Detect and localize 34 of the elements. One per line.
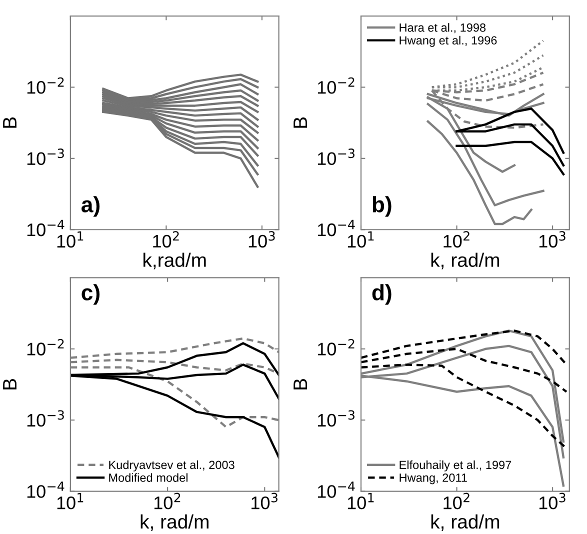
legend-label: Elfouhaily et al., 1997 xyxy=(400,460,512,472)
legend-label: Hara et al., 1998 xyxy=(400,23,486,34)
x-tick-label: 10$^{3}$ xyxy=(252,492,278,510)
x-axis-title: k, rad/m xyxy=(140,514,208,531)
y-tick-label: 10$^{−3}$ xyxy=(318,410,354,427)
legend-label: Modified model xyxy=(109,473,188,482)
x-axis-title: k,rad/m xyxy=(144,252,206,270)
x-axis-title: k, rad/m xyxy=(431,514,500,531)
x-tick-label: 10$^{2}$ xyxy=(154,492,180,510)
x-tick-label: 10$^{2}$ xyxy=(444,231,470,248)
y-axis-title: B xyxy=(3,379,16,390)
y-tick-label: 10$^{−3}$ xyxy=(318,148,354,165)
x-axis-title: k, rad/m xyxy=(431,252,500,270)
y-tick-label: 10$^{−2}$ xyxy=(27,77,64,94)
y-tick-label: 10$^{−3}$ xyxy=(27,148,64,165)
y-tick-label: 10$^{−2}$ xyxy=(27,338,64,356)
y-tick-label: 10$^{−3}$ xyxy=(27,410,64,427)
annotation: c) xyxy=(82,284,100,305)
legend-label: Hwang et al., 1996 xyxy=(400,36,497,47)
annotation: a) xyxy=(82,196,100,217)
x-tick-label: 10$^{3}$ xyxy=(539,492,566,510)
x-tick-label: 10$^{3}$ xyxy=(248,231,275,248)
annotation: b) xyxy=(372,196,392,217)
legend-label: Hwang, 2011 xyxy=(400,474,467,484)
legend-label: Kudryavtsev et al., 2003 xyxy=(109,460,234,472)
y-axis-title: B xyxy=(294,379,308,390)
x-tick-label: 10$^{2}$ xyxy=(444,492,470,510)
y-axis-title: B xyxy=(3,117,16,128)
x-tick-label: 10$^{2}$ xyxy=(153,231,179,248)
annotation: d) xyxy=(372,284,392,305)
y-tick-label: 10$^{−2}$ xyxy=(318,338,354,356)
y-axis-title: B xyxy=(294,117,308,128)
x-tick-label: 10$^{3}$ xyxy=(539,231,566,248)
y-tick-label: 10$^{−2}$ xyxy=(318,77,354,94)
